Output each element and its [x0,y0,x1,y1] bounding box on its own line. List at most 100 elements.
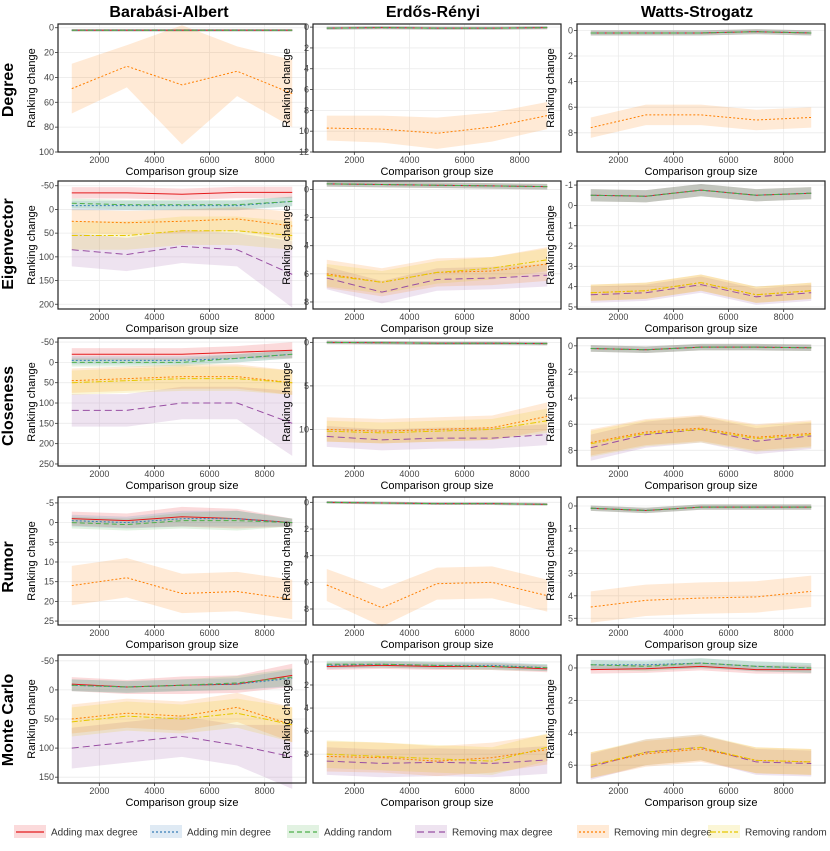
x-tick-label: 6000 [719,469,739,479]
y-tick-label: 0 [49,23,54,33]
panel-frame [57,23,307,153]
y-tick-label: 60 [44,97,54,107]
x-tick-label: 6000 [455,628,475,638]
band-adding-min-degree [326,660,548,672]
line-removing-min-degree [71,218,293,227]
x-tick-label: 8000 [774,155,794,165]
x-tick-label: 4000 [144,155,164,165]
y-tick-label: 2 [568,51,573,61]
legend-label: Adding random [324,828,392,839]
panel-degree-erdos-renyi: 2000 4000 6000 8000 0 2 4 6 8 10 12 Comparison grou… [281,22,562,178]
row-title-rumor: Rumor [0,541,17,593]
y-tick-label: 40 [44,72,54,82]
x-axis-label: Comparison group size [125,480,238,492]
y-tick-label: 10 [299,424,309,434]
x-tick-label: 8000 [774,312,794,322]
legend-item-removing-max-degree: Removing max degree [415,825,553,839]
x-tick-label: 2000 [89,312,109,322]
line-adding-max-degree [590,665,812,671]
x-tick-label: 6000 [719,155,739,165]
x-tick-label: 2000 [608,628,628,638]
y-tick-label: 5 [568,613,573,623]
y-tick-label: 20 [44,596,54,606]
x-tick-label: 2000 [608,786,628,796]
x-tick-label: 8000 [255,786,275,796]
y-axis-label: Ranking change [545,679,557,759]
x-axis-label: Comparison group size [644,797,757,809]
y-tick-label: 4 [568,77,573,87]
x-axis-label: Comparison group size [644,323,757,335]
line-removing-random [590,428,812,445]
panel-frame [576,496,826,626]
y-tick-label: 6 [304,577,309,587]
panel-eigenvector-watts-strogatz: 2000 4000 6000 8000 -1 0 1 2 3 4 5 Comparison group… [545,180,826,335]
panel-monte-carlo-barabasi-albert: 2000 4000 6000 8000 -50 0 50 100 150 Comparison g… [26,654,307,809]
x-tick-label: 2000 [344,312,364,322]
y-tick-label: 1 [568,221,573,231]
y-tick-label: 2 [568,546,573,556]
line-adding-min-degree [71,518,293,524]
x-tick-label: 6000 [200,469,220,479]
line-removing-random [590,746,812,766]
band-removing-min-degree [71,558,293,620]
y-tick-label: 50 [44,714,54,724]
band-removing-min-degree [326,247,548,297]
y-tick-label: 50 [44,228,54,238]
row-title-eigenvector: Eigenvector [0,198,17,290]
panel-rumor-watts-strogatz: 2000 4000 6000 8000 0 1 2 3 4 5 Comparison group s… [545,496,826,651]
band-removing-min-degree [590,274,812,303]
y-tick-label: 4 [304,241,309,251]
x-tick-label: 4000 [663,312,683,322]
line-adding-random [590,31,812,34]
line-adding-random [71,520,293,526]
line-adding-max-degree [71,349,293,355]
x-tick-label: 2000 [608,312,628,322]
band-adding-random [326,660,548,672]
line-adding-random [590,189,812,197]
band-adding-max-degree [71,663,293,694]
row-titles: Degree Eigenvector Closeness Rumor Monte… [0,63,17,766]
y-tick-label: 6 [568,419,573,429]
y-tick-label: 1 [568,523,573,533]
y-tick-label: 100 [39,252,54,262]
panel-closeness-watts-strogatz: 2000 4000 6000 8000 0 2 4 6 8 Comparison group si… [545,337,826,492]
band-removing-random [590,416,812,457]
y-tick-label: 4 [568,728,573,738]
line-adding-random [590,506,812,511]
line-adding-random [326,341,548,345]
line-removing-min-degree [71,706,293,726]
x-axis-label: Comparison group size [644,480,757,492]
y-tick-label: 3 [568,261,573,271]
y-tick-label: 0 [568,25,573,35]
line-removing-min-degree [71,577,293,600]
x-tick-label: 4000 [663,155,683,165]
band-removing-random [71,366,293,395]
line-adding-max-degree [71,191,293,195]
panel-frame [576,180,826,310]
x-tick-label: 2000 [344,469,364,479]
band-removing-min-degree [71,364,293,395]
y-tick-label: 0 [568,200,573,210]
x-axis-label: Comparison group size [380,639,493,651]
x-axis-label: Comparison group size [125,166,238,178]
x-tick-label: 2000 [608,469,628,479]
row-title-closeness: Closeness [0,366,17,446]
y-axis-label: Ranking change [545,48,557,128]
x-tick-label: 2000 [89,786,109,796]
panel-frame [576,337,826,467]
x-tick-label: 4000 [399,469,419,479]
band-adding-random [71,350,293,367]
row-title-degree: Degree [0,63,17,117]
band-adding-max-degree [590,184,812,203]
line-adding-random [71,676,293,688]
y-tick-label: 4 [304,64,309,74]
line-adding-random [71,353,293,363]
panel-degree-watts-strogatz: 2000 4000 6000 8000 0 2 4 6 8 Comparison group si… [545,23,826,178]
y-tick-label: 50 [44,378,54,388]
x-tick-label: 8000 [510,786,530,796]
band-adding-min-degree [71,196,293,211]
line-adding-max-degree [326,664,548,670]
legend-item-adding-max-degree: Adding max degree [14,825,138,839]
x-tick-label: 6000 [200,786,220,796]
